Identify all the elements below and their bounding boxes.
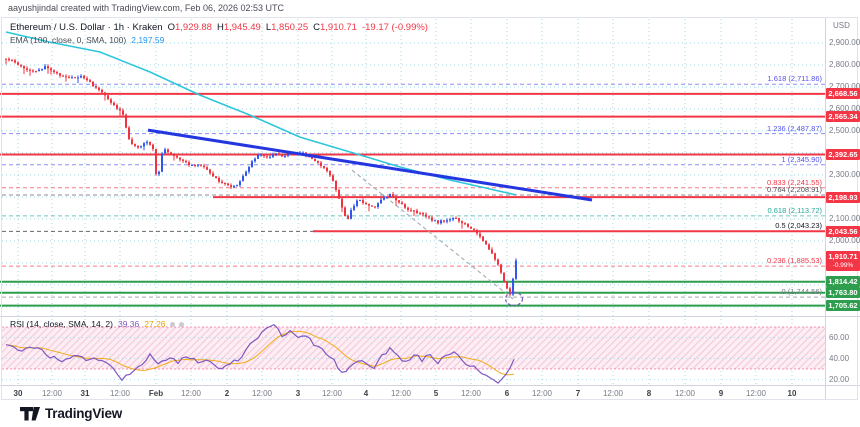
rsi-legend-label: RSI (14, close, SMA, 14, 2) — [10, 319, 113, 329]
rsi-ma-line — [5, 330, 515, 376]
tradingview-logo[interactable]: TradingView — [20, 406, 122, 421]
ohlc-label: C — [313, 22, 320, 33]
price-axis-label[interactable]: 2,300.00 — [829, 169, 860, 179]
support-price-badge: 1,705.62 — [826, 300, 860, 312]
symbol-title: Ethereum / U.S. Dollar · 1h · Kraken — [10, 22, 163, 33]
resistance-price-badge: 2,043.56 — [826, 225, 860, 237]
time-axis-label[interactable]: 12:00 — [251, 389, 273, 398]
fib-level-label: 0.618 (2,113.72) — [767, 205, 823, 215]
price-axis-label[interactable]: 2,600.00 — [829, 103, 860, 113]
ohlc-label: L — [265, 22, 272, 33]
price-axis-label[interactable]: 2,100.00 — [829, 213, 860, 223]
time-axis-label[interactable]: 12:00 — [602, 389, 624, 398]
resistance-price-badge: 2,392.65 — [826, 149, 860, 161]
support-price-badge: 1,763.80 — [826, 287, 860, 299]
fib-level-label: 0.236 (1,885.53) — [766, 256, 822, 266]
projection-line[interactable] — [351, 169, 514, 300]
time-axis-label[interactable]: Feb — [148, 389, 164, 398]
time-axis-label[interactable]: 12:00 — [745, 389, 767, 398]
time-axis-label[interactable]: 12:00 — [531, 389, 553, 398]
time-axis-label[interactable]: 10 — [787, 389, 797, 398]
ema-legend-value: 2,197.59 — [131, 35, 165, 45]
last-price-badge: 1,910.71 -0.99% — [826, 250, 860, 271]
ema-legend[interactable]: EMA (100, close, 0, SMA, 100) 2,197.59 — [10, 35, 164, 45]
fib-level-label: 0.833 (2,241.55) — [766, 177, 822, 187]
time-axis-label[interactable]: 8 — [646, 389, 652, 398]
rsi-axis-label[interactable]: 40.00 — [829, 353, 850, 363]
time-axis-label[interactable]: 12:00 — [390, 389, 412, 398]
time-axis-label[interactable]: 9 — [718, 389, 724, 398]
footer-bar: TradingView — [0, 400, 860, 427]
time-axis-label[interactable]: 12:00 — [109, 389, 131, 398]
fib-level-label: 1.618 (2,711.86) — [767, 74, 823, 84]
ohlc-label: H — [216, 22, 224, 33]
rsi-band — [2, 327, 825, 369]
ema-legend-label: EMA (100, close, 0, SMA, 100) — [10, 35, 127, 45]
time-axis-label[interactable]: 3 — [295, 389, 301, 398]
fib-level-label: 1.236 (2,487.87) — [766, 123, 822, 133]
ohlc-value: 1,850.25 — [271, 22, 309, 33]
fib-level-label: 0.5 (2,043.23) — [775, 221, 822, 231]
time-axis-label[interactable]: 12:00 — [41, 389, 63, 398]
rsi-legend[interactable]: RSI (14, close, SMA, 14, 2) 39.36 27.26 — [10, 319, 184, 329]
ohlc-value: 1,910.71 — [319, 22, 357, 33]
last-price-change: -0.99% — [832, 261, 854, 269]
attribution-text: aayushjindal created with TradingView.co… — [8, 3, 284, 13]
marker-circle[interactable] — [504, 291, 524, 306]
price-axis-label[interactable]: 2,000.00 — [829, 235, 860, 245]
time-axis-label[interactable]: 5 — [433, 389, 439, 398]
time-axis-label[interactable]: 12:00 — [674, 389, 696, 398]
rsi-axis-label[interactable]: 20.00 — [829, 374, 850, 384]
fib-level-label: 0.764 (2,208.91) — [766, 184, 822, 194]
price-axis-label[interactable]: 2,800.00 — [829, 59, 860, 69]
rsi-value: 39.36 — [117, 319, 140, 329]
legend-visibility-icon[interactable] — [169, 322, 175, 328]
symbol-legend[interactable]: Ethereum / U.S. Dollar · 1h · Kraken O1,9… — [10, 22, 428, 33]
time-axis-label[interactable]: 7 — [575, 389, 581, 398]
axis-unit-label: USD — [833, 21, 850, 30]
price-axis-label[interactable]: 2,700.00 — [829, 81, 860, 91]
time-axis-label[interactable]: 30 — [13, 389, 23, 398]
ema-line — [5, 31, 517, 196]
rsi-axis-label[interactable]: 60.00 — [829, 332, 850, 342]
tradingview-logo-text: TradingView — [45, 406, 123, 421]
resistance-price-badge: 2,668.56 — [826, 88, 860, 100]
price-axis-label[interactable]: 2,500.00 — [829, 125, 860, 135]
time-axis-label[interactable]: 12:00 — [321, 389, 343, 398]
tradingview-logo-icon — [20, 406, 40, 420]
rsi-line — [5, 323, 515, 384]
time-axis-label[interactable]: 4 — [363, 389, 369, 398]
last-price-value: 1,910.71 — [828, 251, 858, 261]
price-axis-label[interactable]: 2,900.00 — [829, 37, 860, 47]
time-axis-label[interactable]: 12:00 — [180, 389, 202, 398]
candles-layer — [5, 57, 517, 297]
resistance-price-badge: 2,565.34 — [826, 111, 860, 123]
time-axis-label[interactable]: 12:00 — [460, 389, 482, 398]
fib-level-label: 0 (1,744.56) — [781, 287, 822, 297]
legend-menu-icon[interactable] — [178, 322, 184, 328]
rsi-ma-value: 27.26 — [144, 319, 166, 329]
trendline[interactable] — [147, 128, 593, 202]
fib-level-label: 1 (2,345.90) — [781, 154, 822, 164]
time-axis-label[interactable]: 6 — [504, 389, 510, 398]
time-axis-label[interactable]: 2 — [224, 389, 230, 398]
ohlc-label: O — [167, 22, 175, 33]
time-axis-label[interactable]: 31 — [80, 389, 90, 398]
change-value: -19.17 (-0.99%) — [361, 22, 428, 33]
resistance-price-badge: 2,198.93 — [826, 191, 860, 203]
support-price-badge: 1,814.42 — [826, 276, 860, 288]
ohlc-value: 1,945.49 — [223, 22, 261, 33]
ohlc-value: 1,929.88 — [174, 22, 212, 33]
